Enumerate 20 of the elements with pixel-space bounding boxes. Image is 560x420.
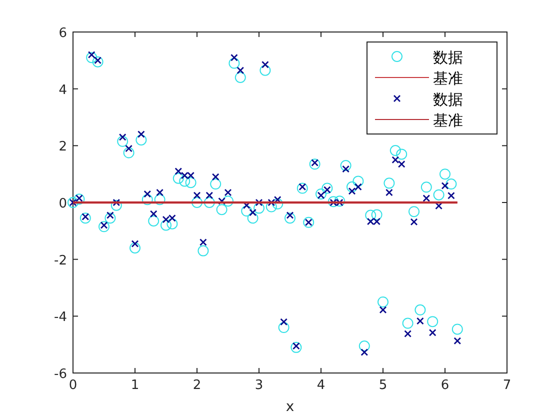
y-tick-label: 6 bbox=[58, 26, 67, 41]
y-tick-label: 2 bbox=[58, 140, 67, 155]
x-tick-label: 2 bbox=[192, 378, 202, 393]
y-tick-label: -6 bbox=[54, 367, 67, 382]
x-tick-label: 4 bbox=[316, 378, 326, 393]
x-tick-label: 5 bbox=[378, 378, 388, 393]
x-axis-title: x bbox=[286, 399, 294, 415]
y-tick-label: 4 bbox=[58, 82, 67, 98]
legend-label: 基准 bbox=[433, 70, 463, 88]
x-tick-label: 3 bbox=[254, 378, 264, 393]
legend-label: 数据 bbox=[433, 90, 463, 108]
y-tick-label: -2 bbox=[54, 253, 67, 268]
y-tick-label: -4 bbox=[54, 310, 67, 326]
x-tick-label: 1 bbox=[130, 378, 140, 393]
legend-label: 数据 bbox=[433, 48, 463, 66]
x-tick-label: 0 bbox=[68, 378, 78, 393]
x-tick-label: 6 bbox=[440, 378, 450, 393]
y-tick-label: 0 bbox=[58, 196, 67, 212]
x-tick-label: 7 bbox=[502, 378, 512, 393]
legend-label: 基准 bbox=[433, 112, 463, 130]
